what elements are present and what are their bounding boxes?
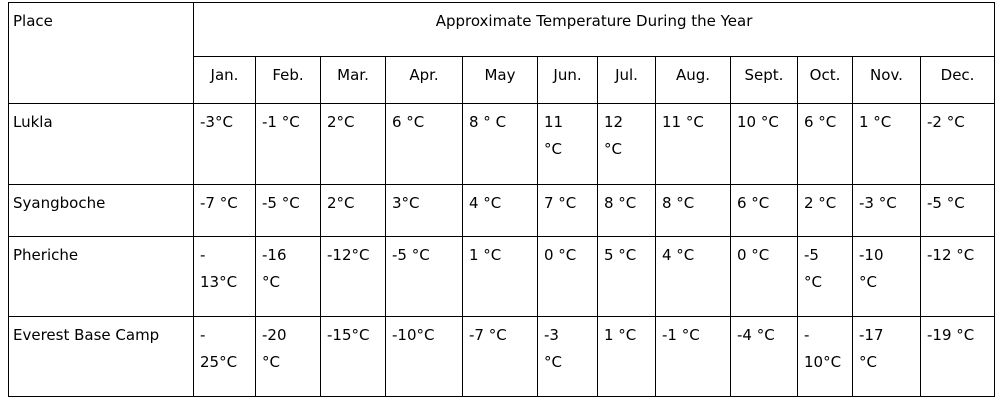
temperature-cell: 3°C — [385, 184, 463, 237]
temperature-cell: -5 °C — [919, 184, 996, 237]
temperature-cell: 6 °C — [797, 103, 853, 185]
month-header: Jul. — [597, 56, 656, 104]
month-header: Jun. — [537, 56, 598, 104]
temperature-cell: -1 °C — [655, 316, 731, 397]
temperature-cell: -17 °C — [852, 316, 921, 397]
place-name: Lukla — [8, 103, 194, 185]
month-header: May — [462, 56, 538, 104]
month-header: Apr. — [385, 56, 463, 104]
month-header: Sept. — [730, 56, 798, 104]
temperature-cell: 2°C — [320, 184, 386, 237]
place-name: Syangboche — [8, 184, 194, 237]
temperature-cell: 12 °C — [597, 103, 656, 185]
temperature-cell: -4 °C — [730, 316, 798, 397]
month-header: Dec. — [919, 56, 996, 104]
temperature-cell: 1 °C — [462, 236, 538, 317]
month-header: Aug. — [655, 56, 731, 104]
temperature-cell: -2 °C — [919, 103, 996, 185]
temperature-cell: 10 °C — [730, 103, 798, 185]
place-name: Everest Base Camp — [8, 316, 194, 397]
place-name: Pheriche — [8, 236, 194, 317]
temperature-cell: 4 °C — [655, 236, 731, 317]
temperature-cell: -3°C — [193, 103, 256, 185]
temperature-cell: -5 °C — [797, 236, 853, 317]
temperature-cell: -7 °C — [462, 316, 538, 397]
temperature-cell: -12 °C — [919, 236, 996, 317]
table-body: Place Approximate Temperature During the … — [8, 2, 996, 397]
temperature-cell: -12°C — [320, 236, 386, 317]
temperature-cell: 6 °C — [730, 184, 798, 237]
place-row: Everest Base Camp - 25°C -20 °C -15°C -10°C -… — [8, 316, 996, 397]
temperature-cell: 8 ° C — [462, 103, 538, 185]
temperature-cell: 6 °C — [385, 103, 463, 185]
place-header: Place — [8, 2, 194, 104]
temperature-cell: -10°C — [385, 316, 463, 397]
temperature-cell: 2 °C — [797, 184, 853, 237]
month-header: Mar. — [320, 56, 386, 104]
temperature-cell: 0 °C — [537, 236, 598, 317]
temperature-cell: 11 °C — [655, 103, 731, 185]
month-header: Feb. — [255, 56, 321, 104]
temperature-cell: 1 °C — [597, 316, 656, 397]
place-row: Pheriche - 13°C -16 °C -12°C -5 °C 1 °C 0 °C 5 … — [8, 236, 996, 317]
temperature-cell: - 10°C — [797, 316, 853, 397]
temperature-table: Place Approximate Temperature During the … — [8, 2, 996, 397]
temperature-cell: 4 °C — [462, 184, 538, 237]
temperature-cell: -10 °C — [852, 236, 921, 317]
temperature-cell: 0 °C — [730, 236, 798, 317]
header-row: Place Approximate Temperature During the … — [8, 2, 996, 104]
temperature-cell: 7 °C — [537, 184, 598, 237]
temperature-cell: -7 °C — [193, 184, 256, 237]
temperature-cell: 1 °C — [852, 103, 921, 185]
month-header: Jan. — [193, 56, 256, 104]
temperature-cell: -16 °C — [255, 236, 321, 317]
temperature-cell: 2°C — [320, 103, 386, 185]
temperature-cell: 8 °C — [597, 184, 656, 237]
temperature-cell: -3 °C — [852, 184, 921, 237]
temperature-cell: - 25°C — [193, 316, 256, 397]
temperature-cell: 11 °C — [537, 103, 598, 185]
temperature-cell: -5 °C — [255, 184, 321, 237]
month-header: Nov. — [852, 56, 921, 104]
temperature-cell: -20 °C — [255, 316, 321, 397]
table-title: Approximate Temperature During the Year — [192, 2, 996, 57]
month-row: Jan. Feb. Mar. Apr. May Jun. Jul. Aug. Sept. Oct.… — [9, 56, 996, 104]
temperature-cell: -19 °C — [919, 316, 996, 397]
place-row: Lukla -3°C -1 °C 2°C 6 °C 8 ° C 11 °C 12 °C 11 °… — [8, 103, 996, 185]
month-header: Oct. — [797, 56, 853, 104]
temperature-cell: - 13°C — [193, 236, 256, 317]
temperature-cell: -5 °C — [385, 236, 463, 317]
temperature-cell: -1 °C — [255, 103, 321, 185]
temperature-cell: -15°C — [320, 316, 386, 397]
temperature-cell: -3 °C — [537, 316, 598, 397]
place-row: Syangboche -7 °C -5 °C 2°C 3°C 4 °C 7 °C 8 °C 8 … — [8, 184, 996, 237]
temperature-cell: 8 °C — [655, 184, 731, 237]
temperature-cell: 5 °C — [597, 236, 656, 317]
